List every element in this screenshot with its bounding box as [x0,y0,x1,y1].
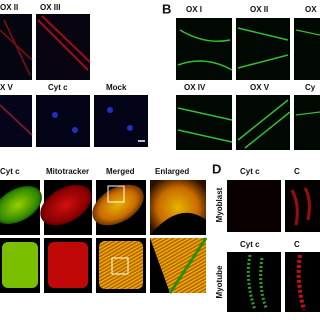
panel-a: OX II OX III X V Cyt c Mock [0,3,148,147]
panel-label: Cyt c [240,167,260,176]
panel-label: Cy [305,83,316,92]
micrograph [294,95,320,150]
zoom-box [107,185,125,203]
signal [150,180,206,235]
signal [237,99,291,149]
panel-label: OX II [250,5,268,14]
panel-label: Enlarged [155,167,189,176]
signal [296,254,306,311]
row-label: Myoblast [215,187,224,222]
signal [246,254,268,311]
zoom-box [111,257,129,275]
panel-c: Cyt c Mitotracker Merged Enlarged [0,167,208,294]
signal [107,107,113,113]
signal [40,184,92,226]
micrograph [294,18,320,80]
panel-label: Mock [106,83,127,92]
micrograph [36,95,90,147]
panel-label: Cyt c [240,240,260,249]
panel-label: OX I [186,5,202,14]
micrograph [236,18,290,80]
panel-letter: D [212,161,221,176]
signal [295,111,320,116]
panel-label: X V [0,83,14,92]
signal [0,186,42,224]
signal [52,112,58,118]
micrograph [176,95,232,150]
signal [177,29,233,71]
panel-label: OX [305,5,317,14]
signal [0,104,33,136]
panel-label: Merged [106,167,135,176]
panel-label: Cyt c [48,83,68,92]
signal [0,19,33,76]
panel-label: C [294,167,300,176]
panel-d: D Cyt c C Myoblast Cyt c C Myotube [212,161,320,312]
micrograph [176,18,232,80]
micrograph [236,95,290,150]
panel-label: OX II [0,3,18,12]
panel-b: B OX I OX II OX OX IV OX V Cy [162,1,320,150]
micrograph [94,95,148,147]
micrograph [36,14,90,80]
row-label: Myotube [215,265,224,298]
panel-label: C [294,240,300,249]
micrograph [285,180,320,232]
signal [72,127,78,133]
signal [150,238,206,293]
signal [48,242,88,288]
signal [99,241,143,289]
signal [37,15,91,71]
panel-letter: B [162,1,171,16]
signal [92,184,144,226]
micrograph [227,180,281,232]
micrograph [285,252,320,312]
signal [177,107,233,143]
signal [168,237,208,294]
signal [2,242,38,288]
signal [127,125,133,131]
panel-label: Mitotracker [46,167,89,176]
panel-label: OX IV [184,83,206,92]
panel-label: OX III [40,3,60,12]
panel-label: OX V [250,83,270,92]
panel-label: Cyt c [0,167,20,176]
signal [237,27,289,69]
micrograph [227,252,281,312]
signal [295,29,320,36]
signal [290,187,311,226]
